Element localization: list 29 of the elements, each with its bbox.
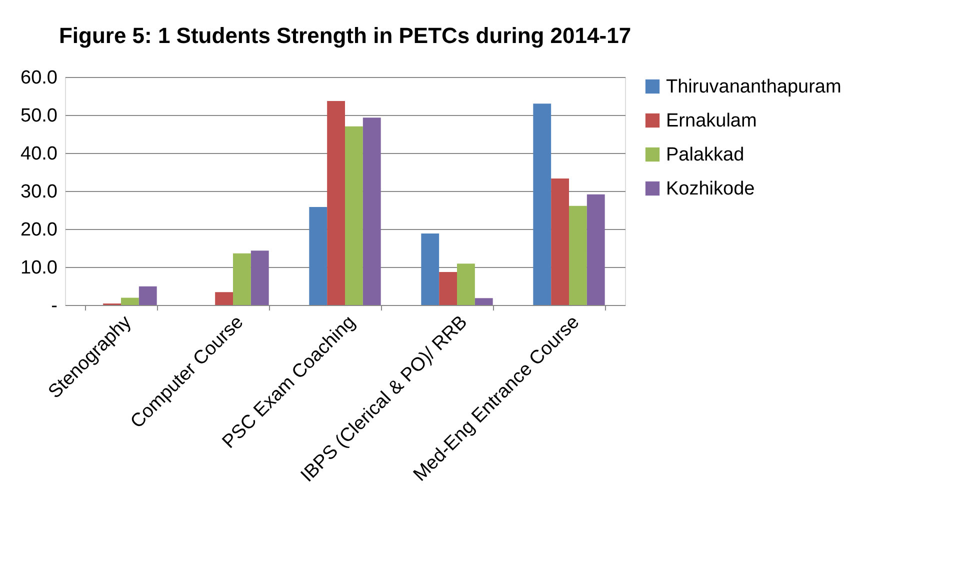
bar bbox=[309, 206, 328, 305]
y-tick-label: 10.0 bbox=[20, 258, 58, 278]
bar bbox=[474, 298, 493, 305]
legend-label: Kozhikode bbox=[666, 178, 755, 200]
chart-title: Figure 5: 1 Students Strength in PETCs during 2014-17 bbox=[58, 23, 632, 48]
legend-label: Palakkad bbox=[666, 144, 744, 166]
y-tick-label: 20.0 bbox=[20, 220, 58, 240]
legend-label: Ernakulam bbox=[666, 110, 757, 132]
y-tick-label: - bbox=[51, 296, 58, 316]
bar bbox=[421, 234, 440, 305]
y-tick-label: 40.0 bbox=[20, 144, 58, 164]
bar bbox=[121, 298, 139, 305]
bar bbox=[327, 100, 345, 305]
bar bbox=[362, 118, 381, 305]
bar bbox=[138, 286, 157, 305]
bar bbox=[250, 250, 269, 305]
bar bbox=[551, 178, 569, 305]
y-tick-label: 60.0 bbox=[20, 68, 58, 88]
legend-label: Thiruvananthapuram bbox=[666, 76, 842, 98]
y-tick-label: 50.0 bbox=[20, 106, 58, 126]
bar bbox=[215, 292, 233, 305]
bar bbox=[233, 253, 251, 305]
bar bbox=[586, 194, 605, 305]
bar bbox=[569, 206, 587, 305]
y-tick-label: 30.0 bbox=[20, 182, 58, 202]
bar bbox=[457, 264, 475, 305]
bar bbox=[533, 104, 552, 305]
bar bbox=[439, 272, 457, 305]
bar bbox=[345, 126, 363, 305]
